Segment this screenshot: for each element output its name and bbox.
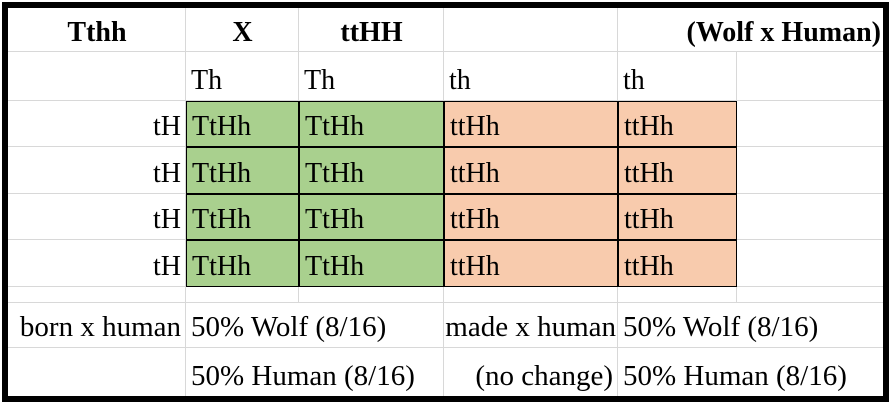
col-gamete[interactable]: th	[618, 52, 737, 101]
punnett-table: Tthh X ttHH (Wolf x Human) Th Th th th t…	[8, 8, 883, 396]
punnett-cell[interactable]: ttHh	[444, 147, 618, 194]
punnett-cell[interactable]: TtHh	[186, 101, 299, 147]
punnett-cell[interactable]: ttHh	[618, 194, 737, 240]
header-parent1-cell[interactable]: Tthh	[8, 8, 186, 52]
empty-cell[interactable]	[444, 8, 618, 52]
row-gamete[interactable]: tH	[8, 101, 186, 147]
punnett-cell[interactable]: ttHh	[444, 240, 618, 287]
punnett-cell[interactable]: ttHh	[444, 101, 618, 147]
punnett-cell[interactable]: TtHh	[299, 194, 444, 240]
col-gamete[interactable]: Th	[299, 52, 444, 101]
summary-left-line2[interactable]: 50% Human (8/16)	[186, 348, 444, 396]
punnett-cell[interactable]: TtHh	[299, 147, 444, 194]
empty-cell[interactable]	[737, 240, 883, 287]
empty-cell[interactable]	[444, 287, 618, 303]
summary-left-line1[interactable]: 50% Wolf (8/16)	[186, 303, 444, 348]
punnett-cell[interactable]: TtHh	[186, 240, 299, 287]
punnett-cell[interactable]: TtHh	[299, 240, 444, 287]
col-gamete[interactable]: th	[444, 52, 618, 101]
row-gamete[interactable]: tH	[8, 240, 186, 287]
punnett-cell[interactable]: ttHh	[618, 240, 737, 287]
header-note-cell[interactable]: (Wolf x Human)	[618, 8, 883, 52]
summary-right-line1[interactable]: 50% Wolf (8/16)	[618, 303, 883, 348]
punnett-cell[interactable]: ttHh	[444, 194, 618, 240]
header-parent2-cell[interactable]: ttHH	[299, 8, 444, 52]
empty-cell[interactable]	[737, 194, 883, 240]
empty-cell[interactable]	[8, 348, 186, 396]
empty-cell[interactable]	[618, 287, 737, 303]
punnett-cell[interactable]: TtHh	[299, 101, 444, 147]
punnett-cell[interactable]: TtHh	[186, 194, 299, 240]
summary-left-label[interactable]: born x human	[8, 303, 186, 348]
empty-cell[interactable]	[8, 287, 186, 303]
summary-right-sub[interactable]: (no change)	[444, 348, 618, 396]
header-cross-cell[interactable]: X	[186, 8, 299, 52]
punnett-cell[interactable]: ttHh	[618, 101, 737, 147]
empty-cell[interactable]	[299, 287, 444, 303]
row-gamete[interactable]: tH	[8, 194, 186, 240]
empty-cell[interactable]	[737, 287, 883, 303]
punnett-cell[interactable]: TtHh	[186, 147, 299, 194]
empty-cell[interactable]	[186, 287, 299, 303]
row-gamete[interactable]: tH	[8, 147, 186, 194]
empty-cell[interactable]	[737, 101, 883, 147]
empty-cell[interactable]	[8, 52, 186, 101]
empty-cell[interactable]	[737, 52, 883, 101]
summary-right-line2[interactable]: 50% Human (8/16)	[623, 359, 847, 392]
summary-right-label[interactable]: made x human	[444, 303, 618, 348]
empty-cell[interactable]	[737, 147, 883, 194]
col-gamete[interactable]: Th	[186, 52, 299, 101]
punnett-cell[interactable]: ttHh	[618, 147, 737, 194]
